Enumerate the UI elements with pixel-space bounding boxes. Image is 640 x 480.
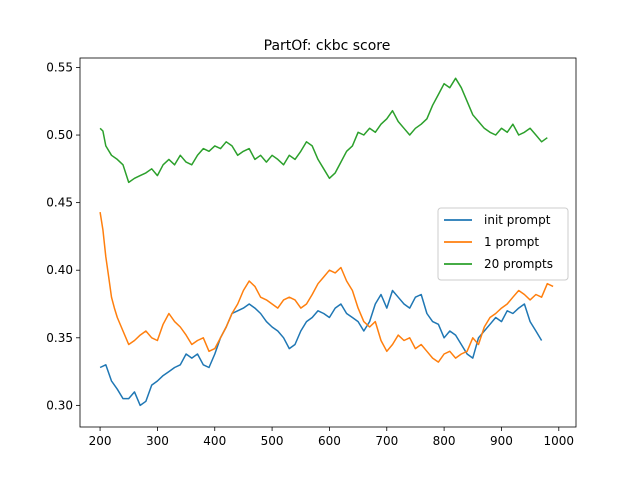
series-line-2 xyxy=(99,77,548,184)
y-tick-label: 0.55 xyxy=(46,60,73,74)
y-axis: 0.30 0.35 0.40 0.45 0.50 0.55 xyxy=(46,60,80,412)
x-tick-label: 1000 xyxy=(544,434,575,448)
y-tick-label: 0.35 xyxy=(46,331,73,345)
legend-box xyxy=(437,207,569,281)
x-tick-label: 300 xyxy=(146,434,169,448)
chart-title: PartOf: ckbc score xyxy=(264,38,391,54)
series-line-0 xyxy=(99,289,543,407)
legend-label-2: 20 prompts xyxy=(484,257,553,271)
legend-label-1: 1 prompt xyxy=(484,235,539,249)
x-tick-label: 400 xyxy=(203,434,226,448)
y-tick-label: 0.30 xyxy=(46,398,73,412)
y-tick-label: 0.50 xyxy=(46,128,73,142)
plot-frame xyxy=(79,57,577,428)
series-line-1 xyxy=(99,211,554,363)
x-tick-label: 600 xyxy=(318,434,341,448)
x-tick-label: 700 xyxy=(375,434,398,448)
x-tick-label: 500 xyxy=(261,434,284,448)
plot-lines xyxy=(99,77,554,407)
legend: init prompt 1 prompt 20 prompts xyxy=(437,207,569,281)
x-axis: 200 300 400 500 600 700 800 900 1000 xyxy=(89,427,574,448)
x-tick-label: 800 xyxy=(433,434,456,448)
x-tick-label: 900 xyxy=(490,434,513,448)
y-tick-label: 0.45 xyxy=(46,196,73,210)
y-tick-label: 0.40 xyxy=(46,263,73,277)
legend-label-0: init prompt xyxy=(484,213,551,227)
x-tick-label: 200 xyxy=(89,434,112,448)
